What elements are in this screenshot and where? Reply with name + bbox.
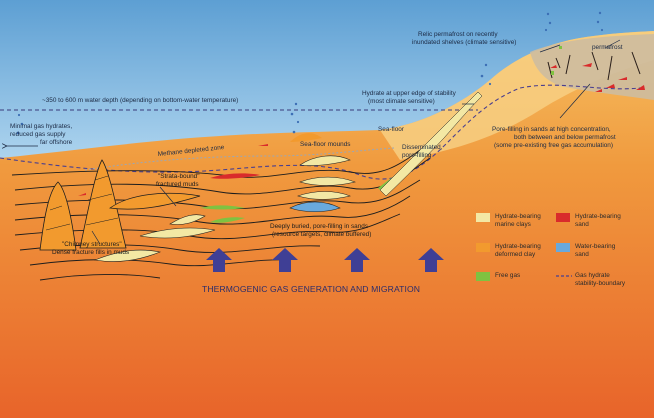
label-relic-permafrost: Relic permafrost on recently inundated s… [412,31,516,46]
label-permafrost: permafrost [592,44,623,51]
legend-swatch-deformed_clay [476,243,490,252]
legend: Hydrate-bearing marine clays Hydrate-beari… [476,213,626,287]
leader-lines [91,39,621,245]
stability-boundary [0,84,641,180]
legend-label-water_sand: Water-bearing sand [575,243,616,258]
sea-floor-mounds [290,133,322,142]
hydrate-clay-lenses [93,155,356,262]
arrow-up-1 [206,248,232,272]
label-strata-bound: "Strata-bound" fractured muds [156,173,201,188]
permafrost-fractures [547,51,641,81]
legend-label-free_gas: Free gas [495,272,520,279]
strata-bound-lens [109,192,201,210]
label-deeply-buried: Deeply buried, pore-filling in sands (re… [270,223,371,238]
gas-bubbles [16,11,604,135]
legend-swatch-water_sand [556,243,570,252]
arrow-up-3 [344,248,370,272]
label-chimney: "Chimney structures" Dense fracture fill… [52,241,129,256]
label-sea-floor-mounds: Sea-floor mounds [300,141,350,148]
chimney-structures [39,159,127,251]
legend-label-deformed_clay: Hydrate-bearing deformed clay [495,243,541,258]
label-sea-floor: Sea-floor [378,126,405,133]
permafrost-zone [530,34,654,100]
water-sand-lens [289,201,341,213]
permafrost-hydrate-lenses [550,63,645,92]
legend-label-hydrate_sand: Hydrate-bearing sand [575,213,621,228]
label-pore-filling-permafrost: Pore-filling in sands at high concentrat… [492,126,617,149]
methane-depleted-line [84,147,396,171]
legend-label-hydrate_clay: Hydrate-bearing marine clays [495,213,541,228]
legend-swatch-hydrate_sand [556,213,570,222]
arrow-up-4 [418,248,444,272]
label-disseminated: Disseminated, pore-filling [402,144,444,159]
label-water-depth: ~350 to 600 m water depth (depending on … [42,97,238,104]
arrow-up-2 [272,248,298,272]
slope-hydrate-band [379,91,483,197]
permafrost-free-gas [551,46,562,75]
legend-swatch-hydrate_clay [476,213,490,222]
thermogenic-arrows [206,248,444,272]
label-minimal-hydrates: Minimal gas hydrates, reduced gas supply… [10,123,74,146]
label-upper-edge: Hydrate at upper edge of stability (most… [362,90,458,105]
legend-label-stability: Gas hydrate stability-boundary [575,272,626,287]
label-thermogenic: THERMOGENIC GAS GENERATION AND MIGRATION [202,284,420,294]
free-gas-patch [210,217,245,223]
hydrate-sand-streaks [78,144,268,196]
legend-swatch-free_gas [476,272,490,281]
